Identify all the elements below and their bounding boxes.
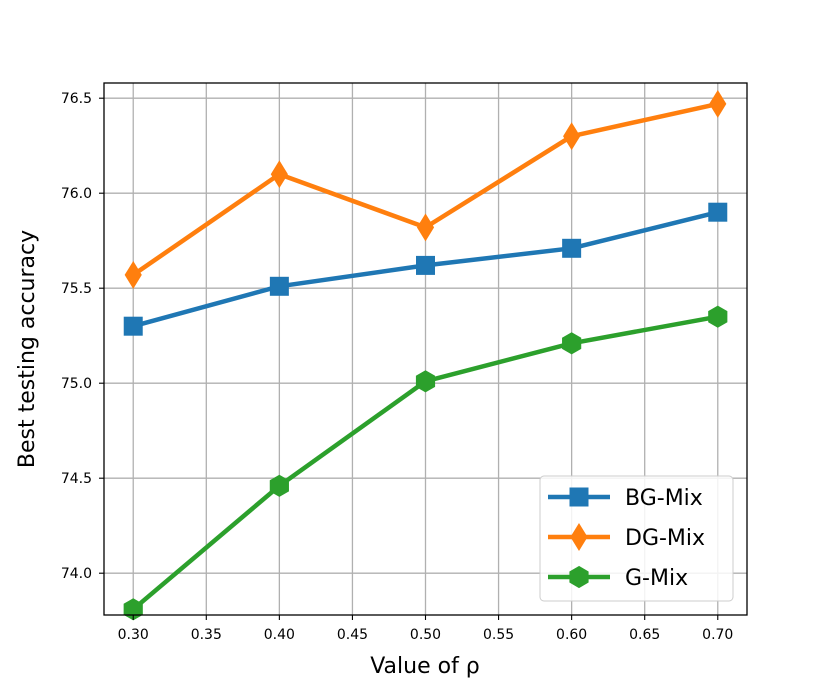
legend: BG-Mix DG-Mix G-Mix (539, 475, 734, 602)
data-point (708, 305, 728, 328)
data-point (562, 332, 582, 355)
data-point (269, 474, 289, 497)
x-tick-label: 0.65 (629, 627, 660, 643)
legend-item: DG-Mix (548, 523, 705, 551)
legend-label: G-Mix (625, 566, 688, 591)
x-tick-label: 0.40 (264, 627, 295, 643)
x-tick-label: 0.60 (556, 627, 587, 643)
y-tick-label: 76.0 (61, 186, 92, 202)
legend-marker (569, 565, 589, 589)
x-tick-label: 0.70 (702, 627, 733, 643)
data-point (270, 160, 288, 189)
data-point (709, 89, 727, 118)
data-point (416, 255, 435, 275)
y-axis: 74.0 74.5 75.0 75.5 76.0 76.5 (61, 91, 104, 582)
y-tick-label: 76.5 (61, 91, 92, 107)
y-tick-label: 74.0 (61, 566, 92, 582)
y-tick-label: 74.5 (61, 471, 92, 487)
x-tick-label: 0.55 (483, 627, 514, 643)
data-point (563, 122, 581, 151)
series-bg-mix (123, 202, 728, 336)
data-point (416, 213, 435, 242)
x-tick-label: 0.30 (118, 627, 149, 643)
legend-label: BG-Mix (625, 486, 703, 511)
y-tick-label: 75.5 (61, 281, 92, 297)
data-point (708, 202, 728, 222)
y-tick-label: 75.0 (61, 376, 92, 392)
x-axis: 0.30 0.35 0.40 0.45 0.50 0.55 0.60 0.65 0.70 (118, 615, 733, 643)
x-axis-label: Value of ρ (370, 654, 480, 679)
data-point (562, 238, 582, 258)
legend-item: BG-Mix (548, 486, 703, 511)
x-tick-label: 0.45 (337, 627, 368, 643)
y-axis-label: Best testing accuracy (15, 230, 40, 468)
legend-label: DG-Mix (625, 526, 705, 551)
legend-marker (570, 523, 588, 551)
data-point (124, 260, 142, 289)
legend-item: G-Mix (548, 565, 688, 591)
legend-marker (569, 487, 589, 507)
data-point (415, 370, 436, 393)
data-point (269, 276, 289, 296)
x-tick-label: 0.35 (191, 627, 222, 643)
data-point (123, 316, 143, 336)
x-tick-label: 0.50 (410, 627, 441, 643)
series-dg-mix (124, 89, 727, 289)
legend-box (539, 475, 734, 602)
